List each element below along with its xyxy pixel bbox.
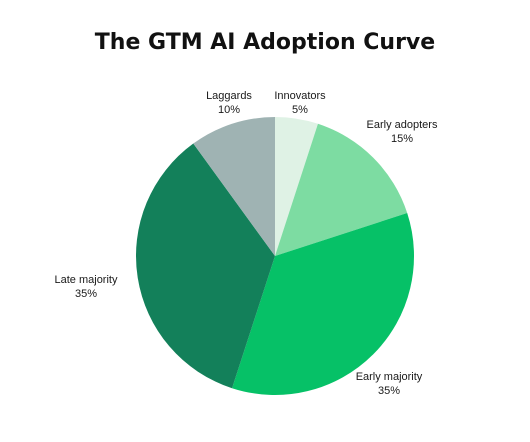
pie-slice-late-majority xyxy=(136,143,275,389)
slice-label: Innovators xyxy=(274,90,326,102)
pie-labels: Innovators 5% Early adopters 15% Early major… xyxy=(55,90,438,397)
pie-slice-early-majority xyxy=(232,213,415,396)
slice-label: Late majority xyxy=(55,274,118,286)
slice-value-label: 35% xyxy=(75,288,97,300)
slice-value-label: 10% xyxy=(218,104,240,116)
slice-label: Laggards xyxy=(206,90,252,102)
pie-slice-innovators xyxy=(275,117,318,256)
slice-value-label: 15% xyxy=(391,133,413,145)
slice-label: Early adopters xyxy=(367,119,438,131)
slice-label: Early majority xyxy=(356,371,423,383)
pie-slice-early-adopters xyxy=(275,123,408,256)
slice-value-label: 5% xyxy=(292,104,308,116)
chart-title: The GTM AI Adoption Curve xyxy=(94,30,436,55)
pie-slice-laggards xyxy=(193,117,275,256)
pie-slices xyxy=(136,117,415,396)
slice-value-label: 35% xyxy=(378,385,400,397)
